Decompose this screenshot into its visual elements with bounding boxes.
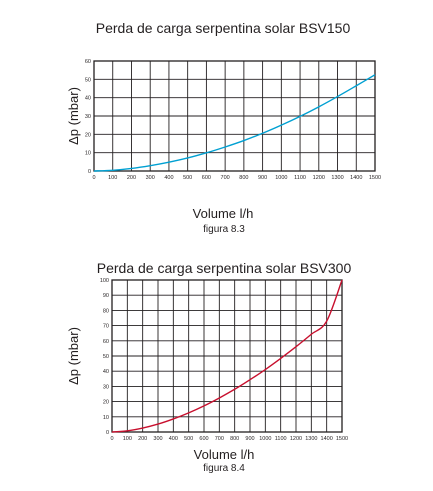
x-tick-label: 1200 [313, 175, 325, 181]
chart-title: Perda de carga serpentina solar BSV150 [96, 20, 351, 36]
x-tick-label: 1200 [290, 436, 302, 442]
y-tick-label: 50 [103, 354, 109, 360]
y-tick-label: 70 [103, 324, 109, 330]
y-tick-label: 90 [103, 293, 109, 299]
x-tick-label: 800 [239, 175, 248, 181]
series [111, 279, 343, 433]
y-tick-label: 100 [100, 278, 109, 284]
tick-labels: 0 100 200 300 400 500 600 700 800 900 1000 1100 1200… [85, 59, 381, 181]
x-tick-label: 1400 [350, 175, 362, 181]
plot-frame [111, 279, 343, 433]
x-tick-label: 600 [199, 436, 208, 442]
series [93, 74, 376, 172]
grid [111, 279, 343, 433]
x-tick-label: 100 [108, 175, 117, 181]
x-tick-label: 1300 [305, 436, 317, 442]
x-tick-label: 1500 [369, 175, 381, 181]
y-tick-label: 0 [88, 169, 91, 175]
y-tick-label: 20 [85, 132, 91, 138]
x-tick-label: 300 [146, 175, 155, 181]
x-tick-label: 100 [123, 436, 132, 442]
x-tick-label: 1000 [259, 436, 271, 442]
x-tick-label: 1500 [336, 436, 348, 442]
y-axis-label: Δp (mbar) [66, 87, 81, 145]
x-tick-label: 0 [92, 175, 95, 181]
y-tick-label: 10 [103, 415, 109, 421]
y-tick-label: 10 [85, 151, 91, 157]
x-axis-label: Volume l/h [193, 206, 254, 221]
x-tick-label: 1400 [321, 436, 333, 442]
figure-caption: figura 8.3 [203, 224, 245, 235]
tick-labels: 0 100 200 300 400 500 600 700 800 900 1000 1100 1200… [100, 278, 348, 442]
x-tick-label: 0 [110, 436, 113, 442]
y-tick-label: 30 [85, 114, 91, 120]
x-tick-label: 200 [127, 175, 136, 181]
series-line [93, 74, 376, 172]
x-tick-label: 400 [169, 436, 178, 442]
series-line [111, 279, 343, 433]
x-tick-label: 300 [153, 436, 162, 442]
x-tick-label: 500 [183, 175, 192, 181]
x-axis-label: Volume l/h [194, 447, 255, 462]
chart-bsv150: Perda de carga serpentina solar BSV150 Δ… [66, 20, 381, 235]
x-tick-label: 500 [184, 436, 193, 442]
x-tick-label: 900 [258, 175, 267, 181]
y-tick-label: 60 [103, 339, 109, 345]
x-tick-label: 1100 [275, 436, 287, 442]
figure-caption: figura 8.4 [203, 463, 245, 474]
y-tick-label: 30 [103, 384, 109, 390]
x-tick-label: 900 [245, 436, 254, 442]
grid [93, 60, 376, 172]
x-tick-label: 1000 [275, 175, 287, 181]
x-tick-label: 600 [202, 175, 211, 181]
y-tick-label: 0 [106, 430, 109, 436]
x-tick-label: 400 [164, 175, 173, 181]
chart-title: Perda de carga serpentina solar BSV300 [97, 260, 352, 276]
plot-frame [93, 60, 376, 172]
y-axis-label: Δp (mbar) [66, 327, 81, 385]
x-tick-label: 1100 [294, 175, 306, 181]
x-tick-label: 800 [230, 436, 239, 442]
y-tick-label: 50 [85, 77, 91, 83]
y-tick-label: 40 [103, 369, 109, 375]
x-tick-label: 1300 [331, 175, 343, 181]
y-tick-label: 60 [85, 59, 91, 65]
chart-bsv300: Perda de carga serpentina solar BSV300 Δ… [66, 260, 351, 474]
x-tick-label: 200 [138, 436, 147, 442]
x-tick-label: 700 [221, 175, 230, 181]
y-tick-label: 20 [103, 400, 109, 406]
y-tick-label: 40 [85, 96, 91, 102]
x-tick-label: 700 [215, 436, 224, 442]
y-tick-label: 80 [103, 308, 109, 314]
